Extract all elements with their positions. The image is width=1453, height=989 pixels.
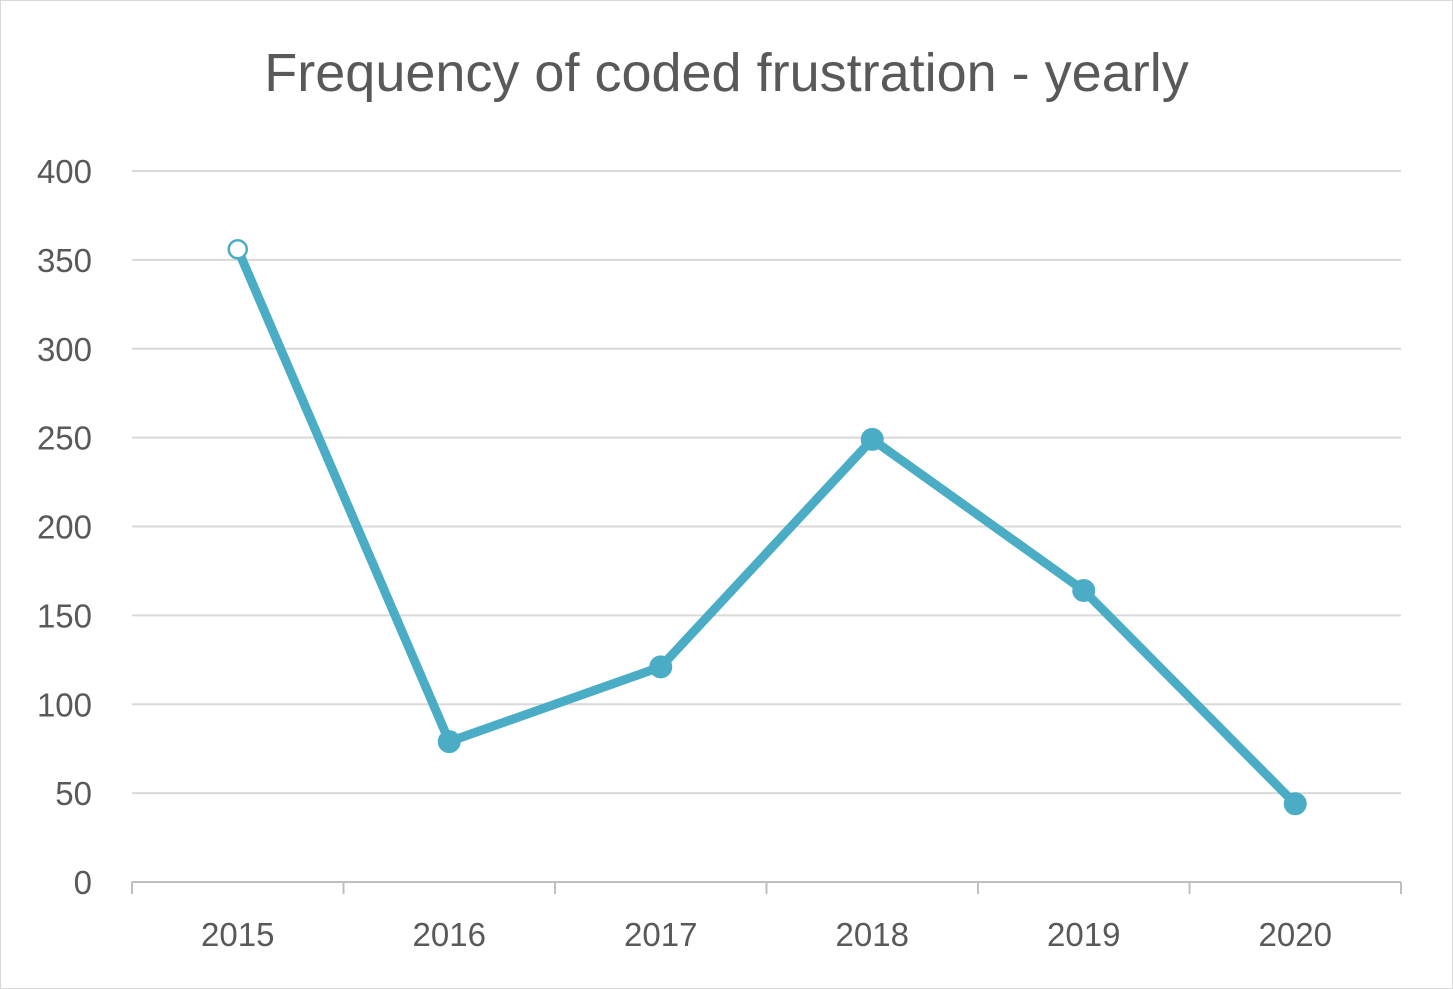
chart-title: Frequency of coded frustration - yearly	[264, 43, 1189, 103]
data-point	[1283, 792, 1307, 816]
y-tick-label: 150	[37, 597, 92, 634]
x-tick-label: 2015	[201, 916, 274, 953]
x-tick-label: 2019	[1047, 916, 1120, 953]
data-point	[1072, 578, 1096, 602]
data-point	[227, 238, 248, 260]
y-tick-label: 300	[37, 331, 92, 368]
y-tick-label: 250	[37, 420, 92, 457]
x-tick-label: 2017	[624, 916, 697, 953]
y-tick-label: 200	[37, 509, 92, 546]
y-tick-label: 400	[37, 153, 92, 190]
data-point	[649, 655, 673, 679]
x-tick-label: 2020	[1259, 916, 1332, 953]
data-point	[437, 730, 461, 754]
data-point	[860, 427, 884, 451]
x-tick-label: 2018	[836, 916, 909, 953]
y-tick-label: 0	[74, 864, 92, 901]
series-line	[233, 244, 1300, 809]
y-tick-label: 350	[37, 242, 92, 279]
y-tick-label: 100	[37, 686, 92, 723]
y-tick-label: 50	[55, 775, 92, 812]
x-tick-label: 2016	[413, 916, 486, 953]
